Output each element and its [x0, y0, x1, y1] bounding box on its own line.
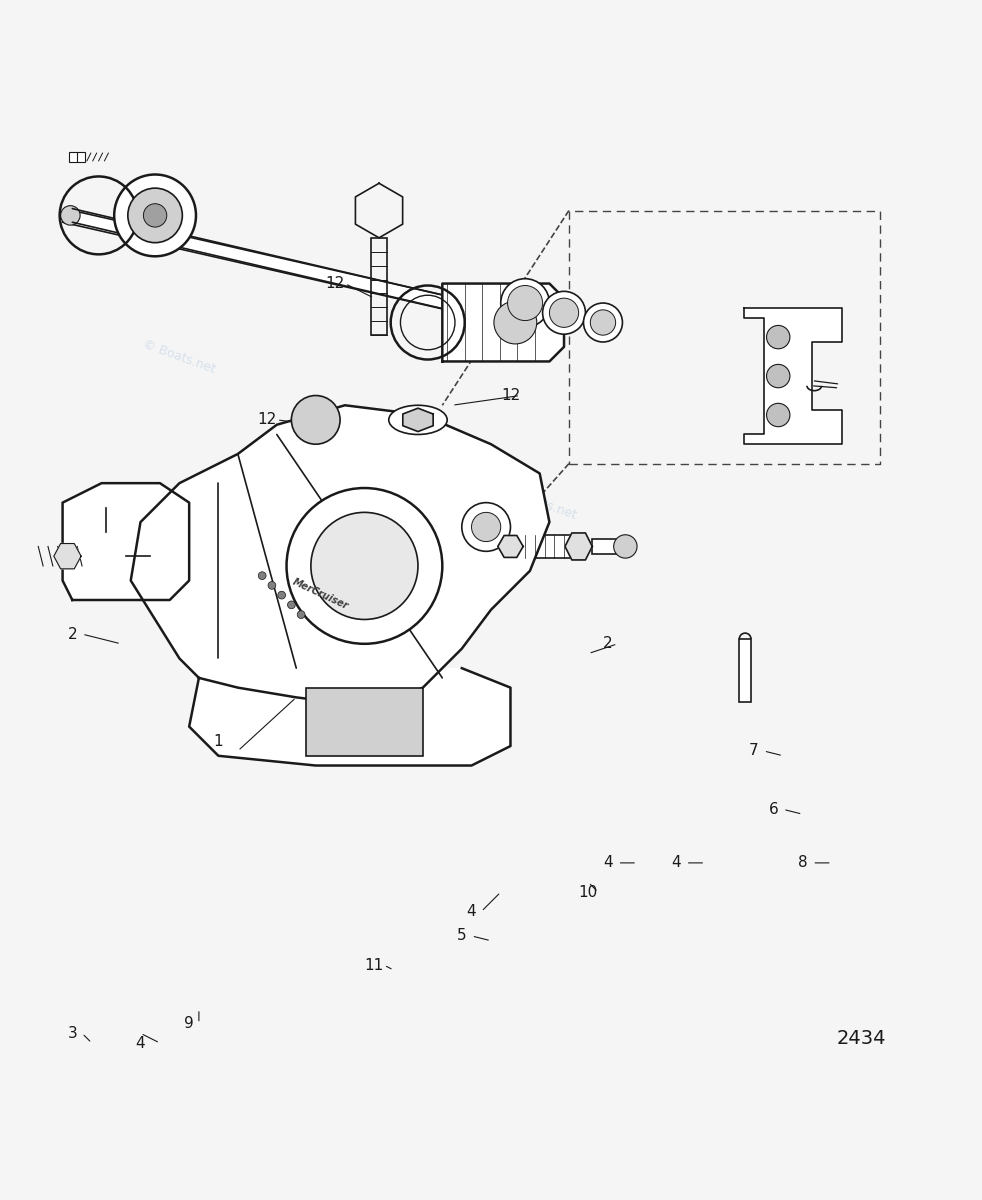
Text: 8: 8 [797, 856, 807, 870]
Text: 4: 4 [671, 856, 681, 870]
Polygon shape [131, 406, 549, 707]
Bar [70, 152, 85, 162]
Circle shape [268, 582, 276, 589]
Text: 10: 10 [578, 884, 598, 900]
Circle shape [767, 325, 790, 349]
FancyBboxPatch shape [82, 527, 131, 586]
Bar [520, 535, 578, 558]
Bar [63, 209, 502, 322]
Text: 2: 2 [68, 626, 78, 642]
Circle shape [549, 298, 578, 328]
Ellipse shape [389, 406, 447, 434]
Text: 5: 5 [457, 929, 466, 943]
Circle shape [501, 278, 549, 328]
Bar [371, 238, 387, 335]
Text: 4: 4 [466, 904, 476, 919]
Circle shape [583, 304, 623, 342]
Circle shape [311, 512, 418, 619]
Polygon shape [442, 283, 564, 361]
Bar [592, 539, 622, 554]
Circle shape [143, 204, 167, 227]
Text: 4: 4 [136, 1036, 145, 1050]
Circle shape [61, 205, 81, 226]
Text: 6: 6 [769, 802, 779, 817]
Circle shape [508, 286, 543, 320]
Text: 12: 12 [257, 413, 277, 427]
Circle shape [298, 611, 305, 618]
Text: 3: 3 [68, 1026, 78, 1040]
Circle shape [614, 535, 637, 558]
Circle shape [114, 174, 196, 257]
Polygon shape [565, 533, 592, 560]
Circle shape [128, 188, 183, 242]
Circle shape [767, 365, 790, 388]
Text: 12: 12 [501, 388, 520, 403]
Text: 2434: 2434 [837, 1028, 886, 1048]
Text: 7: 7 [749, 744, 759, 758]
Text: © Boats.net: © Boats.net [502, 484, 577, 522]
Polygon shape [744, 308, 842, 444]
Text: 9: 9 [185, 1016, 194, 1031]
Circle shape [288, 601, 296, 608]
Circle shape [494, 301, 537, 344]
Circle shape [543, 292, 585, 334]
Polygon shape [498, 535, 523, 558]
Polygon shape [63, 484, 190, 600]
Text: 4: 4 [603, 856, 613, 870]
Circle shape [258, 571, 266, 580]
Text: 1: 1 [213, 733, 223, 749]
Circle shape [590, 310, 616, 335]
Circle shape [471, 512, 501, 541]
Polygon shape [54, 544, 82, 569]
Text: 2: 2 [603, 636, 613, 652]
Text: © Boats.net: © Boats.net [141, 337, 218, 376]
Circle shape [287, 488, 442, 644]
Text: MerCruiser: MerCruiser [292, 577, 351, 612]
Bar [306, 688, 423, 756]
Circle shape [767, 403, 790, 427]
Polygon shape [403, 408, 433, 432]
Circle shape [278, 592, 286, 599]
Text: 11: 11 [364, 958, 384, 973]
Polygon shape [190, 668, 511, 766]
Bar [739, 638, 751, 702]
Circle shape [462, 503, 511, 551]
Circle shape [292, 396, 340, 444]
Text: 12: 12 [326, 276, 345, 292]
